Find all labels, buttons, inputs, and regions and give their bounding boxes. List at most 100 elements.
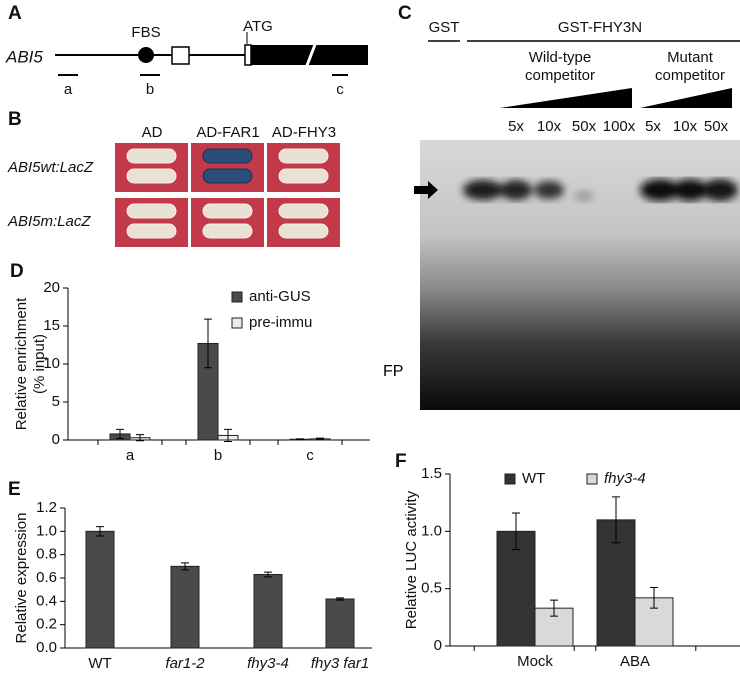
y-tick-label: 0.0 (36, 639, 57, 656)
y-tick-label: 1.0 (36, 522, 57, 539)
x-tick-label: fhy3-4 (247, 655, 289, 672)
site-label: FBS (131, 24, 160, 41)
bar (253, 574, 283, 649)
region-label: b (146, 81, 154, 98)
gradient-wedge (640, 88, 732, 108)
plates (115, 143, 340, 247)
fbs-site (138, 47, 154, 63)
error-bar (296, 438, 304, 441)
chart: D Relative enrichment (% input) 0 5 10 15 20 a b c… (10, 261, 370, 464)
panel-a: A ABI5 FBS ATG a b c (5, 3, 368, 98)
y-axis-label: Relative LUC activity (403, 490, 420, 629)
y-tick-label: 1.0 (421, 522, 442, 539)
error-bar (264, 571, 272, 578)
y-axis-label: Relative enrichment (13, 297, 30, 430)
colony (202, 203, 253, 219)
region-label: a (64, 81, 73, 98)
x-tick-label: WT (88, 655, 111, 672)
y-tick-label: 20 (43, 279, 60, 296)
colony (278, 168, 329, 184)
error-bar (224, 428, 232, 443)
legend-swatch (231, 291, 243, 303)
y-tick-label: 0.4 (36, 592, 57, 609)
panel-label: F (395, 451, 407, 472)
y-axis-label: (% input) (31, 334, 48, 394)
lane-label: 50x (704, 118, 729, 135)
x-tick-label: Mock (517, 653, 553, 670)
column-label: AD-FAR1 (196, 124, 259, 141)
gradient-wedge (500, 88, 632, 108)
x-tick-label: ABA (620, 653, 650, 670)
colony (126, 203, 177, 219)
panel-label: C (398, 3, 412, 24)
y-tick-label: 0 (52, 431, 60, 448)
x-tick-label: far1-2 (165, 655, 205, 672)
panel-label: E (8, 479, 21, 500)
arrow (414, 181, 438, 199)
chart: F Relative LUC activity 0 0.5 1.0 1.5 Mock ABA W… (395, 451, 740, 670)
error-bar (650, 587, 658, 609)
lane-label: 5x (645, 118, 661, 135)
x-tick-label: fhy3 far1 (311, 655, 369, 672)
panel-b: B AD AD-FAR1 AD-FHY3 ABI5wt:LacZ ABI5m:L… (7, 109, 340, 247)
lane-label: 5x (508, 118, 524, 135)
bar (170, 565, 200, 649)
colony (202, 223, 253, 239)
panel-label: B (8, 109, 22, 130)
colony (126, 148, 177, 164)
y-tick-label: 1.2 (36, 499, 57, 516)
legend-swatch (586, 473, 598, 485)
panel-c: C GST GST-FHY3N Wild-type competitor Mut… (383, 3, 740, 410)
lane-label: 10x (537, 118, 562, 135)
colony (278, 203, 329, 219)
panel-label: D (10, 261, 24, 282)
legend-label: pre-immu (249, 314, 312, 331)
y-tick-label: 0.2 (36, 616, 57, 633)
error-bar (336, 597, 344, 601)
error-bar (204, 318, 212, 369)
row-label: ABI5wt:LacZ (7, 159, 94, 176)
region-label: c (336, 81, 344, 98)
bar (85, 530, 115, 649)
error-bar (136, 434, 144, 442)
error-bar (512, 512, 520, 551)
y-tick-label: 5 (52, 393, 60, 410)
gene-name: ABI5 (5, 47, 43, 66)
y-tick-label: 15 (43, 317, 60, 334)
x-tick-label: c (306, 447, 314, 464)
lane-labels: 5x 10x 50x 100x 5x 10x 50x (508, 118, 729, 135)
error-bar (612, 496, 620, 544)
y-tick-label: 10 (43, 355, 60, 372)
colony (126, 223, 177, 239)
error-bar (550, 599, 558, 617)
bar (496, 530, 536, 647)
colony (202, 168, 253, 184)
error-bar (181, 562, 189, 571)
colony (278, 148, 329, 164)
column-label: AD-FHY3 (272, 124, 336, 141)
charts: D Relative enrichment (% input) 0 5 10 15 20 a b c… (8, 261, 740, 672)
panel-label: A (8, 3, 22, 24)
protein-label: GST-FHY3N (558, 19, 642, 36)
legend-label: fhy3-4 (604, 470, 646, 487)
bands (463, 179, 738, 201)
error-bar (116, 428, 124, 439)
utr (244, 44, 252, 66)
legend-label: WT (522, 470, 545, 487)
competitor-label: Wild-type (529, 49, 592, 66)
x-tick-label: a (126, 447, 135, 464)
row-label: ABI5m:LacZ (7, 213, 91, 230)
break (304, 41, 318, 69)
lane-label: 10x (673, 118, 698, 135)
box (171, 46, 190, 65)
control-label: GST (429, 19, 460, 36)
y-axis-label: Relative expression (13, 513, 30, 644)
y-tick-label: 0.8 (36, 546, 57, 563)
colony (126, 168, 177, 184)
legend-swatch (231, 317, 243, 329)
error-bar (316, 437, 324, 441)
lane-label: 50x (572, 118, 597, 135)
competitor-label: Mutant (667, 49, 714, 66)
y-tick-label: 0 (434, 637, 442, 654)
